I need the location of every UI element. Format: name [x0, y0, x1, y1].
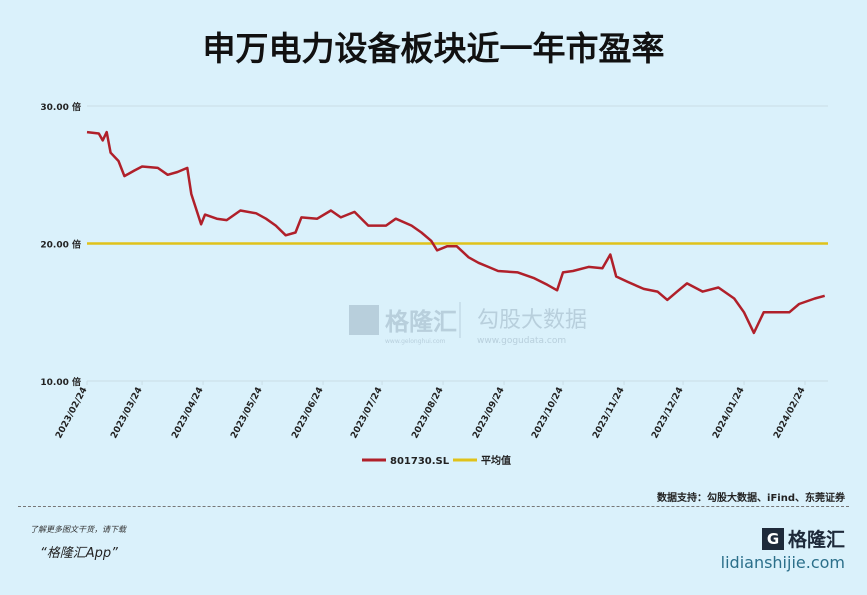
x-tick-label: 2023/02/24 — [54, 386, 89, 441]
y-tick-label: 20.00 倍 — [40, 239, 81, 251]
promo-app: “格隆汇App” — [40, 546, 118, 561]
x-tick-label: 2023/12/24 — [650, 386, 685, 441]
legend-label-801730: 801730.SL — [390, 456, 450, 467]
y-tick-label: 10.00 倍 — [40, 376, 81, 388]
x-tick-label: 2023/07/24 — [349, 386, 384, 441]
promo-text: 了解更多图文干货，请下载 — [30, 525, 126, 534]
x-tick-label: 2024/02/24 — [772, 386, 807, 441]
x-tick-label: 2023/10/24 — [530, 386, 565, 441]
watermark-partner-url: www.gogudata.com — [477, 336, 566, 346]
x-tick-label: 2023/09/24 — [471, 386, 506, 441]
legend-label-average: 平均值 — [481, 454, 511, 467]
chart-title: 申万电力设备板块近一年市盈率 — [202, 29, 665, 68]
x-tick-label: 2023/05/24 — [229, 386, 264, 441]
watermark-brand-url: www.gelonghui.com — [385, 338, 446, 345]
x-tick-label: 2023/03/24 — [109, 386, 144, 441]
watermark-brand: 格隆汇 — [385, 308, 457, 336]
watermark-partner: 勾股大数据 — [477, 308, 587, 333]
site-url: lidianshijie.com — [720, 553, 845, 572]
y-tick-label: 30.00 倍 — [40, 101, 81, 113]
x-tick-label: 2023/06/24 — [290, 386, 325, 441]
x-tick-label: 2023/11/24 — [591, 386, 626, 441]
line-chart: 格隆汇 www.gelonghui.com 勾股大数据 www.gogudata.co… — [40, 101, 828, 467]
x-tick-label: 2023/08/24 — [410, 386, 445, 441]
logo-g-icon: G — [761, 527, 784, 550]
series-line-801730 — [86, 130, 826, 335]
divider — [18, 506, 849, 507]
x-tick-label: 2023/04/24 — [170, 386, 205, 441]
watermark-logo-icon — [349, 305, 379, 335]
brand-logo: G 格隆汇 — [761, 525, 845, 552]
logo-text: 格隆汇 — [787, 529, 845, 551]
x-tick-label: 2024/01/24 — [711, 386, 746, 441]
data-source: 数据支持：勾股大数据、iFind、东莞证券 — [657, 493, 845, 504]
